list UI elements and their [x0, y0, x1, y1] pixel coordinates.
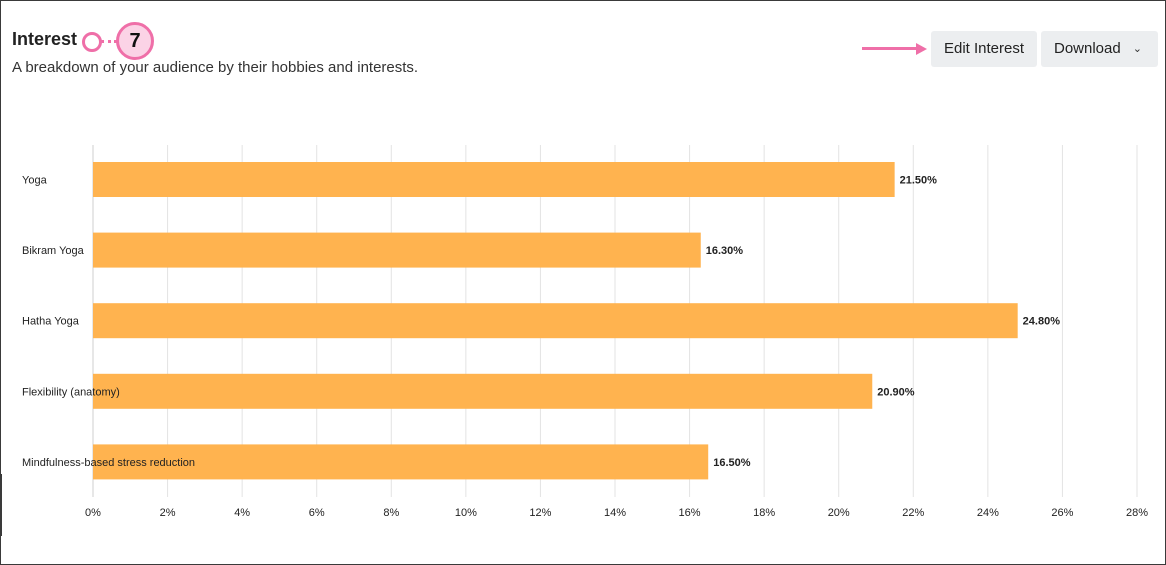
x-tick-label: 8% — [383, 507, 399, 519]
page-title: Interest — [12, 29, 78, 49]
data-label: 16.50% — [713, 457, 751, 469]
data-label: 20.90% — [877, 386, 915, 398]
category-label: Bikram Yoga — [22, 245, 85, 257]
bar — [93, 232, 701, 268]
category-label: Yoga — [22, 175, 48, 187]
x-tick-label: 10% — [455, 507, 477, 519]
bar — [93, 303, 1018, 339]
x-tick-label: 6% — [309, 507, 325, 519]
callout-connector — [101, 40, 117, 43]
x-tick-label: 26% — [1051, 507, 1073, 519]
bar — [93, 373, 873, 409]
edit-interest-button[interactable]: Edit Interest — [931, 31, 1037, 67]
bar — [93, 444, 709, 480]
annotation-callout: 7 — [82, 22, 158, 60]
data-label: 24.80% — [1023, 316, 1061, 328]
x-tick-label: 14% — [604, 507, 626, 519]
page-subtitle: A breakdown of your audience by their ho… — [12, 59, 419, 76]
bar — [93, 162, 895, 197]
chevron-down-icon: ⌄ — [1132, 43, 1142, 55]
data-label: 16.30% — [706, 245, 744, 257]
callout-number-badge: 7 — [116, 22, 154, 60]
x-tick-label: 16% — [679, 507, 701, 519]
x-tick-label: 12% — [529, 507, 551, 519]
download-button[interactable]: Download ⌄ — [1041, 31, 1158, 67]
category-label: Mindfulness-based stress reduction — [22, 457, 195, 469]
category-label: Hatha Yoga — [22, 316, 80, 328]
x-tick-label: 24% — [977, 507, 999, 519]
x-tick-label: 28% — [1126, 507, 1148, 519]
x-tick-label: 22% — [902, 507, 924, 519]
x-tick-label: 4% — [234, 507, 250, 519]
category-label: Flexibility (anatomy) — [22, 386, 120, 398]
x-tick-label: 0% — [85, 507, 101, 519]
x-tick-label: 20% — [828, 507, 850, 519]
pointer-arrow-icon — [862, 41, 928, 57]
download-button-label: Download — [1054, 40, 1121, 57]
x-tick-label: 2% — [160, 507, 176, 519]
panel-edge-marker — [0, 474, 2, 536]
callout-ring-icon — [82, 32, 102, 52]
data-label: 21.50% — [900, 175, 938, 187]
x-tick-label: 18% — [753, 507, 775, 519]
